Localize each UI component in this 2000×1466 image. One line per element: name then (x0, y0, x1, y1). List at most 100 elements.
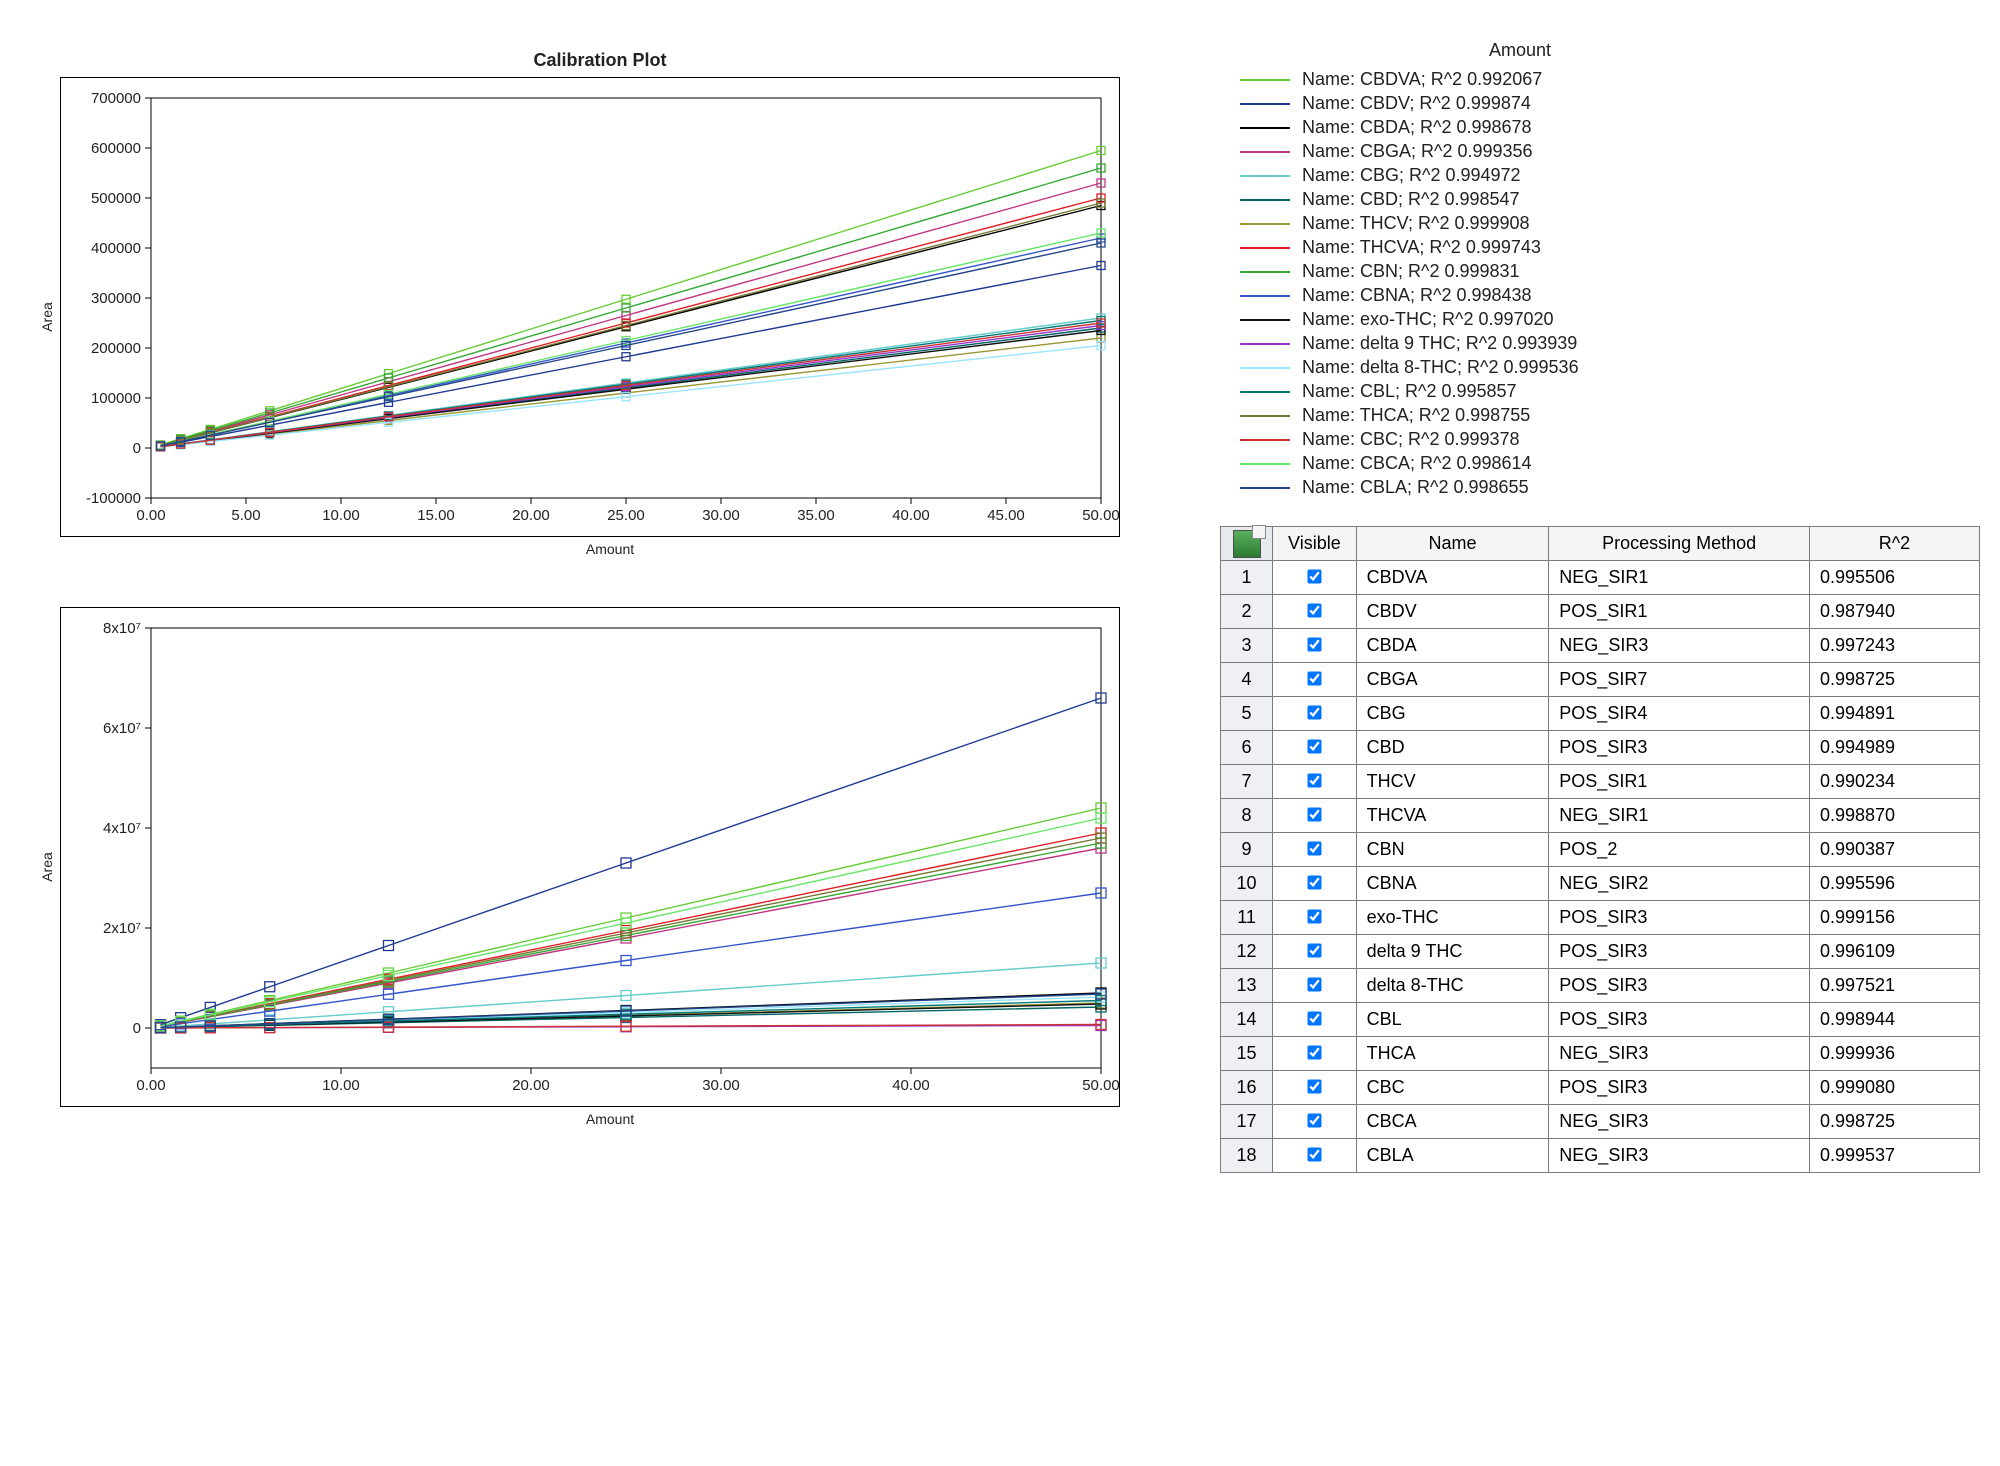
visible-checkbox[interactable] (1308, 705, 1322, 719)
svg-text:2x10⁷: 2x10⁷ (103, 920, 141, 937)
visible-checkbox[interactable] (1308, 739, 1322, 753)
row-index: 14 (1221, 1003, 1273, 1037)
legend-swatch (1240, 223, 1290, 225)
legend-text: Name: delta 9 THC; R^2 0.993939 (1302, 333, 1577, 354)
visible-checkbox[interactable] (1308, 1045, 1322, 1059)
row-index: 4 (1221, 663, 1273, 697)
row-method: NEG_SIR3 (1549, 1037, 1810, 1071)
row-index: 3 (1221, 629, 1273, 663)
row-method: NEG_SIR3 (1549, 1139, 1810, 1173)
table-config-icon-cell[interactable] (1221, 527, 1273, 561)
visible-checkbox[interactable] (1308, 1147, 1322, 1161)
row-name: CBNA (1356, 867, 1549, 901)
legend-text: Name: CBCA; R^2 0.998614 (1302, 453, 1532, 474)
row-index: 16 (1221, 1071, 1273, 1105)
svg-text:30.00: 30.00 (702, 507, 740, 524)
row-method: NEG_SIR3 (1549, 1105, 1810, 1139)
chart-bot-xlabel: Amount (60, 1111, 1160, 1127)
row-index: 6 (1221, 731, 1273, 765)
row-visible-cell (1273, 663, 1357, 697)
svg-text:-100000: -100000 (86, 490, 141, 507)
row-visible-cell (1273, 629, 1357, 663)
table-row: 12delta 9 THCPOS_SIR30.996109 (1221, 935, 1980, 969)
svg-text:0.00: 0.00 (136, 507, 165, 524)
legend-item: Name: CBDV; R^2 0.999874 (1240, 93, 1980, 114)
legend-text: Name: THCVA; R^2 0.999743 (1302, 237, 1541, 258)
table-row: 11exo-THCPOS_SIR30.999156 (1221, 901, 1980, 935)
legend-text: Name: CBDVA; R^2 0.992067 (1302, 69, 1542, 90)
visible-checkbox[interactable] (1308, 807, 1322, 821)
visible-checkbox[interactable] (1308, 943, 1322, 957)
legend-text: Name: CBG; R^2 0.994972 (1302, 165, 1521, 186)
legend-item: Name: exo-THC; R^2 0.997020 (1240, 309, 1980, 330)
svg-text:6x10⁷: 6x10⁷ (103, 720, 141, 737)
legend-swatch (1240, 319, 1290, 321)
row-visible-cell (1273, 1037, 1357, 1071)
visible-checkbox[interactable] (1308, 977, 1322, 991)
row-visible-cell (1273, 833, 1357, 867)
row-method: POS_2 (1549, 833, 1810, 867)
legend-swatch (1240, 487, 1290, 489)
chart-top-svg: -100000010000020000030000040000050000060… (60, 77, 1120, 537)
legend-swatch (1240, 247, 1290, 249)
visible-checkbox[interactable] (1308, 1079, 1322, 1093)
row-index: 9 (1221, 833, 1273, 867)
visible-checkbox[interactable] (1308, 909, 1322, 923)
visible-checkbox[interactable] (1308, 875, 1322, 889)
svg-text:30.00: 30.00 (702, 1077, 740, 1094)
table-row: 1CBDVANEG_SIR10.995506 (1221, 561, 1980, 595)
svg-text:4x10⁷: 4x10⁷ (103, 820, 141, 837)
chart-bot-area: Area 02x10⁷4x10⁷6x10⁷8x10⁷0.0010.0020.00… (60, 607, 1160, 1127)
col-header-method: Processing Method (1549, 527, 1810, 561)
row-r2: 0.994989 (1809, 731, 1979, 765)
row-r2: 0.999156 (1809, 901, 1979, 935)
row-visible-cell (1273, 697, 1357, 731)
col-header-r2: R^2 (1809, 527, 1979, 561)
row-index: 2 (1221, 595, 1273, 629)
chart-top-xlabel: Amount (60, 541, 1160, 557)
legend-text: Name: delta 8-THC; R^2 0.999536 (1302, 357, 1579, 378)
visible-checkbox[interactable] (1308, 773, 1322, 787)
legend-item: Name: CBN; R^2 0.999831 (1240, 261, 1980, 282)
row-method: POS_SIR3 (1549, 901, 1810, 935)
svg-text:10.00: 10.00 (322, 507, 360, 524)
visible-checkbox[interactable] (1308, 569, 1322, 583)
visible-checkbox[interactable] (1308, 603, 1322, 617)
svg-text:45.00: 45.00 (987, 507, 1025, 524)
svg-text:15.00: 15.00 (417, 507, 455, 524)
row-visible-cell (1273, 731, 1357, 765)
row-method: POS_SIR4 (1549, 697, 1810, 731)
row-r2: 0.998725 (1809, 663, 1979, 697)
row-visible-cell (1273, 561, 1357, 595)
legend-item: Name: CBD; R^2 0.998547 (1240, 189, 1980, 210)
row-method: NEG_SIR1 (1549, 799, 1810, 833)
svg-text:25.00: 25.00 (607, 507, 645, 524)
visible-checkbox[interactable] (1308, 1011, 1322, 1025)
row-method: POS_SIR7 (1549, 663, 1810, 697)
svg-text:5.00: 5.00 (231, 507, 260, 524)
row-index: 18 (1221, 1139, 1273, 1173)
legend-item: Name: CBC; R^2 0.999378 (1240, 429, 1980, 450)
row-visible-cell (1273, 765, 1357, 799)
legend-swatch (1240, 391, 1290, 393)
row-visible-cell (1273, 935, 1357, 969)
legend-swatch (1240, 343, 1290, 345)
row-visible-cell (1273, 799, 1357, 833)
legend-text: Name: CBN; R^2 0.999831 (1302, 261, 1520, 282)
visible-checkbox[interactable] (1308, 671, 1322, 685)
visible-checkbox[interactable] (1308, 1113, 1322, 1127)
legend-list: Name: CBDVA; R^2 0.992067 Name: CBDV; R^2… (1220, 69, 1980, 498)
row-method: POS_SIR1 (1549, 765, 1810, 799)
row-visible-cell (1273, 969, 1357, 1003)
legend-swatch (1240, 415, 1290, 417)
legend-swatch (1240, 295, 1290, 297)
legend-text: Name: CBLA; R^2 0.998655 (1302, 477, 1529, 498)
visible-checkbox[interactable] (1308, 637, 1322, 651)
row-r2: 0.998725 (1809, 1105, 1979, 1139)
row-name: CBCA (1356, 1105, 1549, 1139)
table-config-icon (1233, 530, 1261, 558)
table-header-row: Visible Name Processing Method R^2 (1221, 527, 1980, 561)
row-r2: 0.994891 (1809, 697, 1979, 731)
legend-swatch (1240, 127, 1290, 129)
visible-checkbox[interactable] (1308, 841, 1322, 855)
